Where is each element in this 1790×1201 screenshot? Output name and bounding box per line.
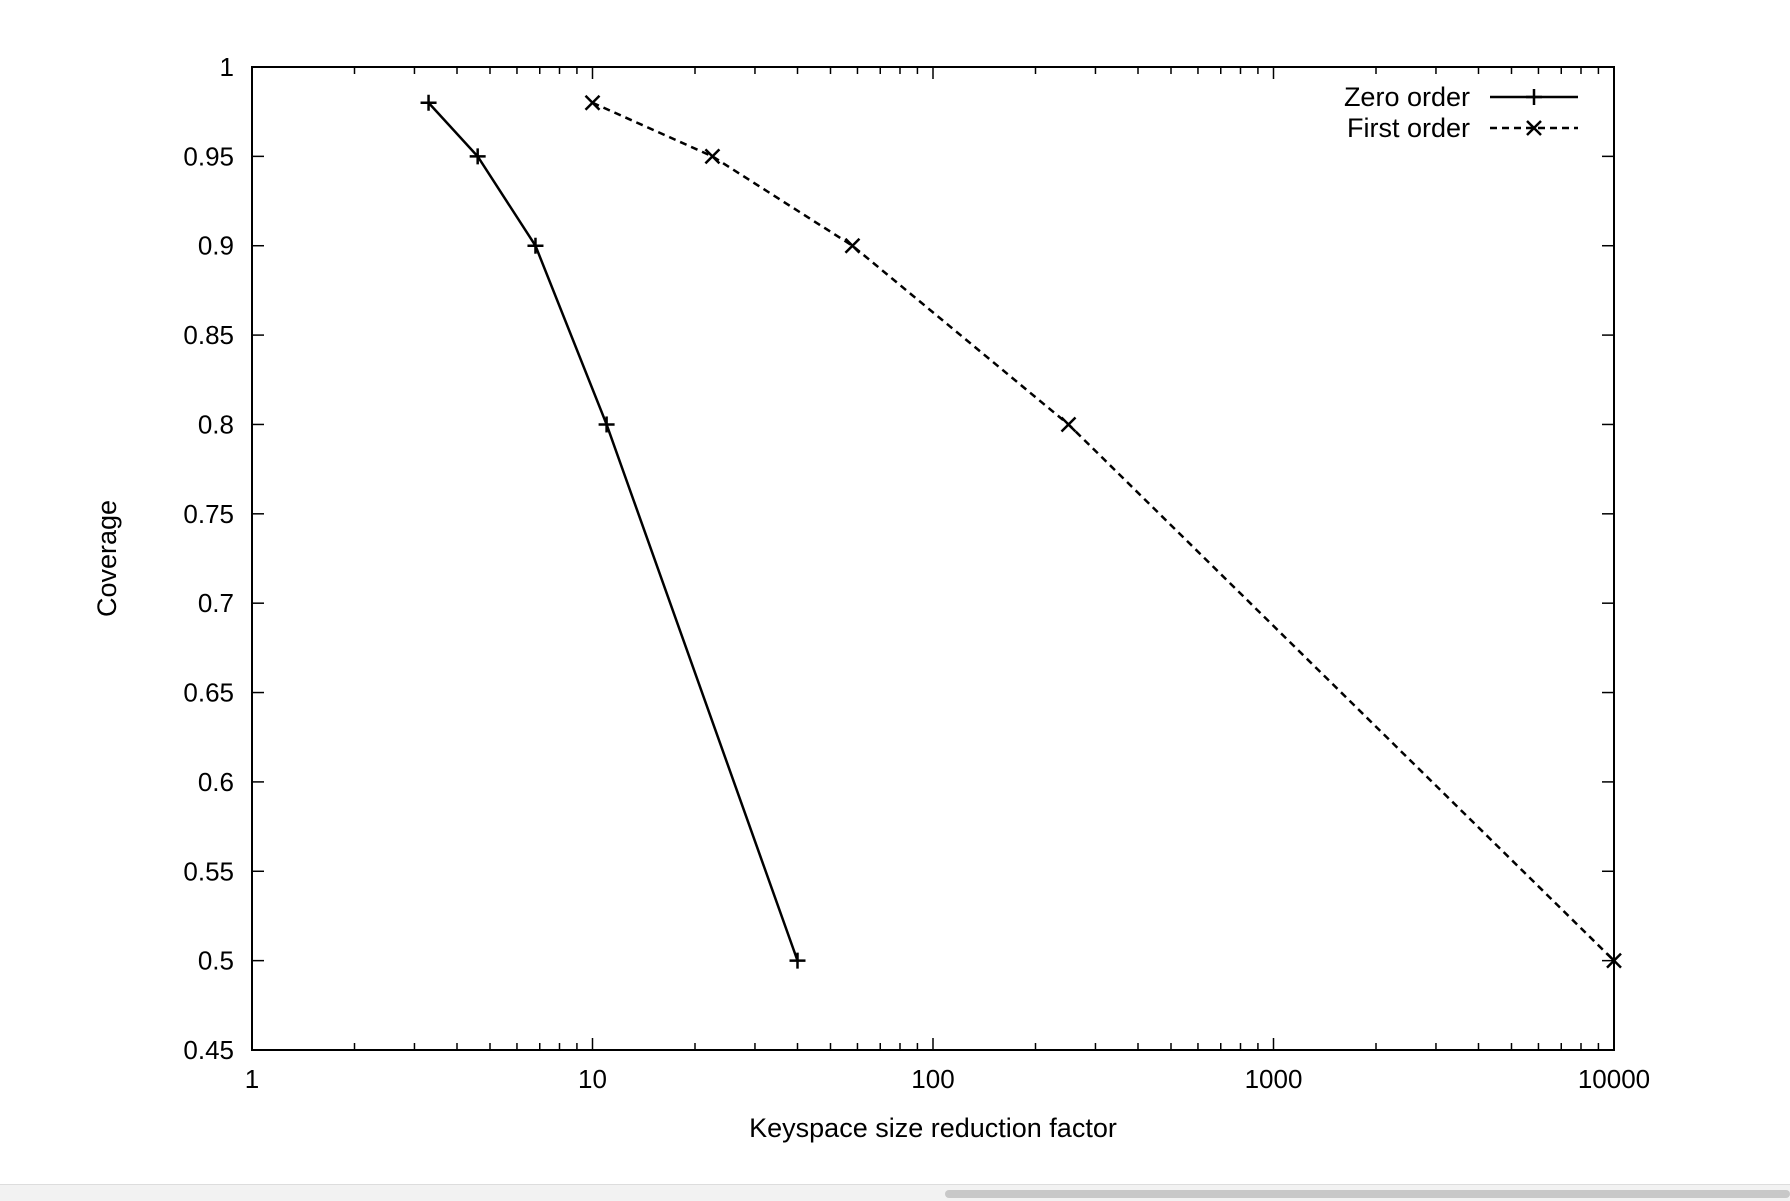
- y-tick-label: 0.75: [183, 499, 234, 529]
- data-point: [704, 148, 721, 165]
- series-zero-order: [420, 94, 806, 969]
- x-tick-label: 10: [578, 1064, 607, 1094]
- y-tick-label: 0.45: [183, 1035, 234, 1065]
- data-point: [598, 416, 615, 433]
- y-tick-labels: 0.45 0.5 0.55 0.6 0.65 0.7 0.75 0.8 0.85 0.9 0.95 1: [183, 52, 234, 1065]
- series-line-zero-order: [427, 101, 799, 962]
- y-tick-label: 0.85: [183, 320, 234, 350]
- horizontal-scrollbar[interactable]: [0, 1184, 1790, 1201]
- y-tick-label: 0.65: [183, 678, 234, 708]
- y-tick-label: 0.55: [183, 856, 234, 886]
- x-tick-label: 10000: [1578, 1064, 1650, 1094]
- x-tick-labels: 1 10 100 1000 10000: [245, 1064, 1650, 1094]
- data-point: [469, 148, 486, 165]
- y-tick-label: 0.8: [198, 409, 234, 439]
- y-tick-label: 0.9: [198, 231, 234, 261]
- y-tick-label: 1: [220, 52, 234, 82]
- data-point: [584, 94, 601, 111]
- data-point: [420, 94, 437, 111]
- x-tick-label: 1: [245, 1064, 259, 1094]
- legend-marker: [1526, 89, 1542, 105]
- series-layer: [420, 94, 1622, 969]
- legend-marker: [1526, 120, 1542, 136]
- data-point: [527, 237, 544, 254]
- legend-item-first-order: First order: [1347, 113, 1578, 143]
- y-tick-label: 0.5: [198, 946, 234, 976]
- y-axis-title: Coverage: [92, 500, 122, 617]
- data-point: [1606, 952, 1622, 969]
- y-tick-label: 0.7: [198, 588, 234, 618]
- legend-item-zero-order: Zero order: [1344, 82, 1578, 112]
- x-tick-label: 1000: [1245, 1064, 1303, 1094]
- legend-label: First order: [1347, 113, 1470, 143]
- data-point: [789, 952, 806, 969]
- x-tick-label: 100: [911, 1064, 954, 1094]
- plot-frame: [251, 66, 1615, 1051]
- scrollbar-thumb[interactable]: [945, 1190, 1790, 1198]
- legend-label: Zero order: [1344, 82, 1470, 112]
- series-line-first-order: [591, 101, 1615, 962]
- axis-ticks: [251, 66, 1614, 1051]
- data-point: [844, 237, 861, 254]
- y-tick-label: 0.95: [183, 141, 234, 171]
- series-first-order: [584, 94, 1622, 969]
- x-axis-title: Keyspace size reduction factor: [749, 1113, 1117, 1143]
- y-tick-label: 0.6: [198, 767, 234, 797]
- data-point: [1060, 416, 1077, 433]
